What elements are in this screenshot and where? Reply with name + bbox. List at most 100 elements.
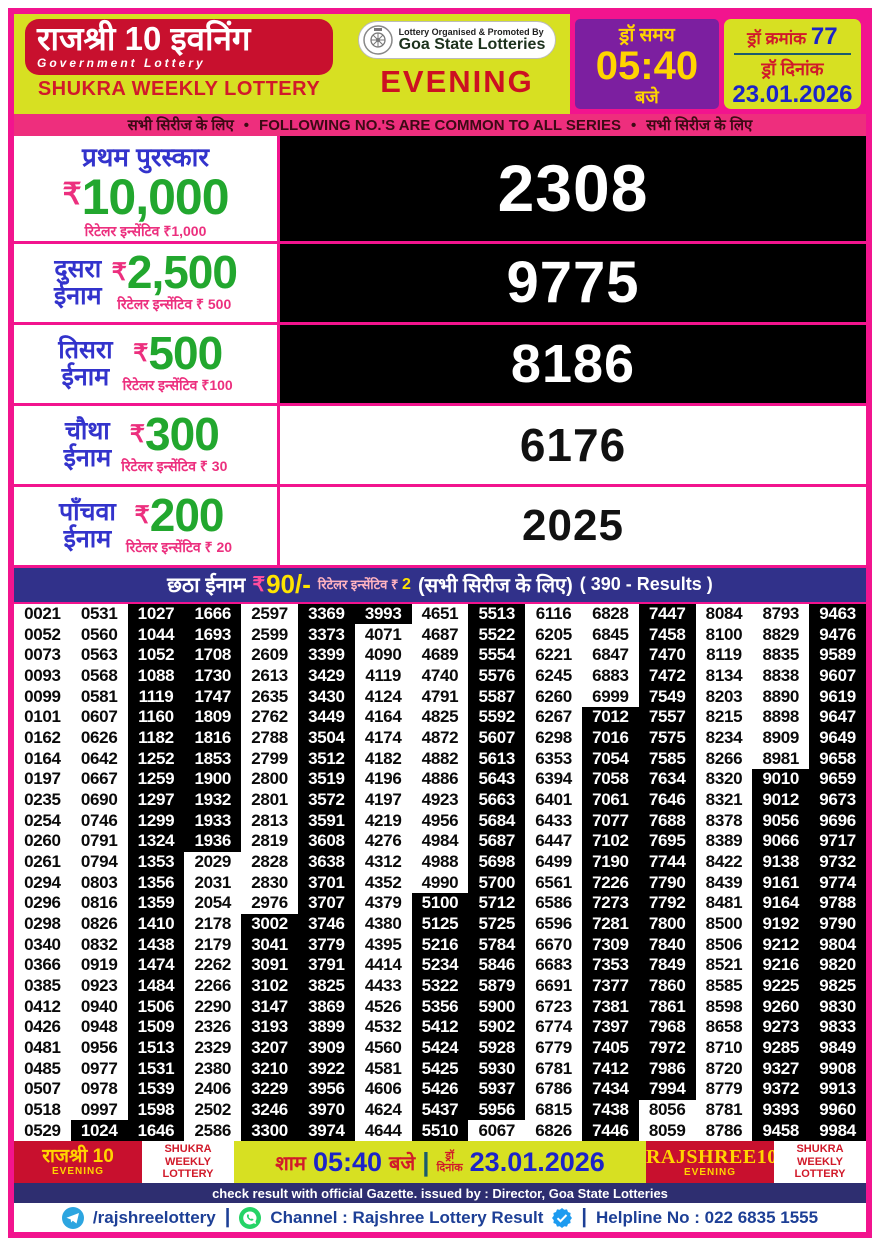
result-number: 7986 [638,1058,696,1079]
organiser-text: Lottery Organised & Promoted By Goa Stat… [399,27,546,53]
result-number: 2599 [241,624,298,645]
result-number: 6447 [525,830,582,852]
result-number: 3825 [297,975,355,997]
result-number: 7281 [581,913,639,935]
result-number: 9216 [752,954,810,976]
result-number: 9673 [809,789,866,811]
organiser-line1: Lottery Organised & Promoted By [398,27,544,37]
result-number: 3608 [297,830,355,852]
result-number: 3956 [297,1078,355,1100]
result-number: 5100 [411,892,469,914]
result-number: 0563 [70,644,128,666]
result-number: 2326 [184,1016,242,1038]
telegram-icon[interactable] [61,1206,84,1229]
result-number: 5554 [468,644,526,666]
result-number: 0481 [14,1037,71,1059]
result-number: 2976 [241,892,298,914]
result-number: 9849 [809,1037,866,1059]
result-number: 4182 [354,748,412,769]
result-number: 5234 [411,954,469,976]
result-number: 5643 [468,768,526,790]
helpline-number: Helpline No : 022 6835 1555 [596,1207,819,1227]
result-number: 0162 [14,727,71,749]
result-number: 4644 [354,1120,412,1141]
sixth-prize-amount: 90/- [266,569,311,599]
sixth-prize-results-table: 0021 0531 1027 1666 2597 3369 3993 4651 5513 6116… [14,603,866,1142]
result-number: 1598 [127,1099,185,1121]
result-number: 7688 [638,810,696,831]
result-number: 1160 [127,706,185,728]
result-number: 2290 [184,996,242,1017]
series-strip: सभी सिरीज के लिए • FOLLOWING NO.'S ARE C… [14,114,866,136]
result-number: 0581 [70,686,128,707]
result-number: 3229 [241,1078,298,1100]
result-number: 3993 [354,603,412,625]
organiser-line2: Goa State Lotteries [398,36,546,53]
result-number: 8056 [638,1099,696,1121]
prize-name: तिसरा ईनाम [58,335,113,391]
weekly-lottery-label: SHUKRA WEEKLY LOTTERY [37,77,321,100]
footer-brand-right: RAJSHREE10 EVENING [646,1141,777,1183]
result-number: 7800 [638,913,696,935]
result-number: 3970 [297,1099,355,1121]
prize-amount-block: ₹2,500 रिटेलर इन्सेंटिव ₹ 500 [111,246,238,312]
result-number: 3041 [241,934,298,955]
result-number: 5700 [468,872,526,893]
result-number: 9820 [809,954,866,976]
result-number: 3519 [297,768,355,790]
result-number: 1259 [127,768,185,790]
result-number: 7472 [638,665,696,687]
result-number: 5687 [468,830,526,852]
result-number: 4071 [354,624,412,645]
footer-draw-summary: शाम 05:40 बजे | ड्रॉ दिनांक 23.01.2026 [234,1141,646,1183]
result-number: 8835 [752,644,810,666]
result-number: 3701 [297,872,355,893]
result-number: 9659 [809,768,866,790]
sixth-retailer-incentive: रिटेलर इन्सेंटिव ₹ 2 [317,576,411,593]
result-number: 5712 [468,892,526,914]
result-number: 6683 [525,954,582,976]
result-number: 2613 [241,665,298,687]
result-number: 8720 [695,1058,753,1079]
result-number: 4124 [354,686,412,707]
result-number: 1474 [127,954,185,976]
result-number: 6815 [525,1099,582,1121]
telegram-handle[interactable]: /rajshreelottery [92,1207,216,1227]
prize-amount-block: ₹300 रिटेलर इन्सेंटिव ₹ 30 [121,408,228,474]
bullet: • [630,116,637,134]
result-number: 9913 [809,1078,866,1100]
result-number: 6596 [525,913,582,935]
result-number: 1509 [127,1016,185,1038]
result-number: 0919 [70,954,128,976]
series-note-left: सभी सिरीज के लिए [127,117,234,134]
result-number: 6845 [581,624,639,645]
whatsapp-icon[interactable] [239,1206,262,1229]
result-number: 4990 [411,872,469,893]
retailer-incentive: रिटेलर इन्सेंटिव ₹100 [122,376,233,393]
result-number: 4923 [411,789,469,811]
result-number: 9164 [752,892,810,914]
result-number: 7575 [638,727,696,749]
result-number: 6353 [525,748,582,769]
result-number: 8059 [638,1120,696,1141]
contact-row: /rajshreelottery | Channel : Rajshree Lo… [14,1203,866,1232]
rupee-symbol: ₹ [252,574,266,596]
result-number: 8598 [695,996,753,1017]
draw-date-words: ड्रॉ दिनांक [436,1149,463,1174]
result-number: 8378 [695,810,753,831]
result-number: 1356 [127,872,185,893]
result-number: 1359 [127,892,185,914]
result-number: 9833 [809,1016,866,1038]
result-number: 5510 [411,1120,469,1141]
channel-label[interactable]: Channel : Rajshree Lottery Result [270,1207,544,1227]
result-number: 1730 [184,665,242,687]
result-number: 4119 [354,665,412,687]
result-number: 7790 [638,872,696,893]
result-number: 1932 [184,789,242,811]
divider: | [224,1206,231,1228]
result-number: 5684 [468,810,526,831]
result-number: 3102 [241,975,298,997]
result-number: 1933 [184,810,242,831]
result-number: 4090 [354,644,412,666]
